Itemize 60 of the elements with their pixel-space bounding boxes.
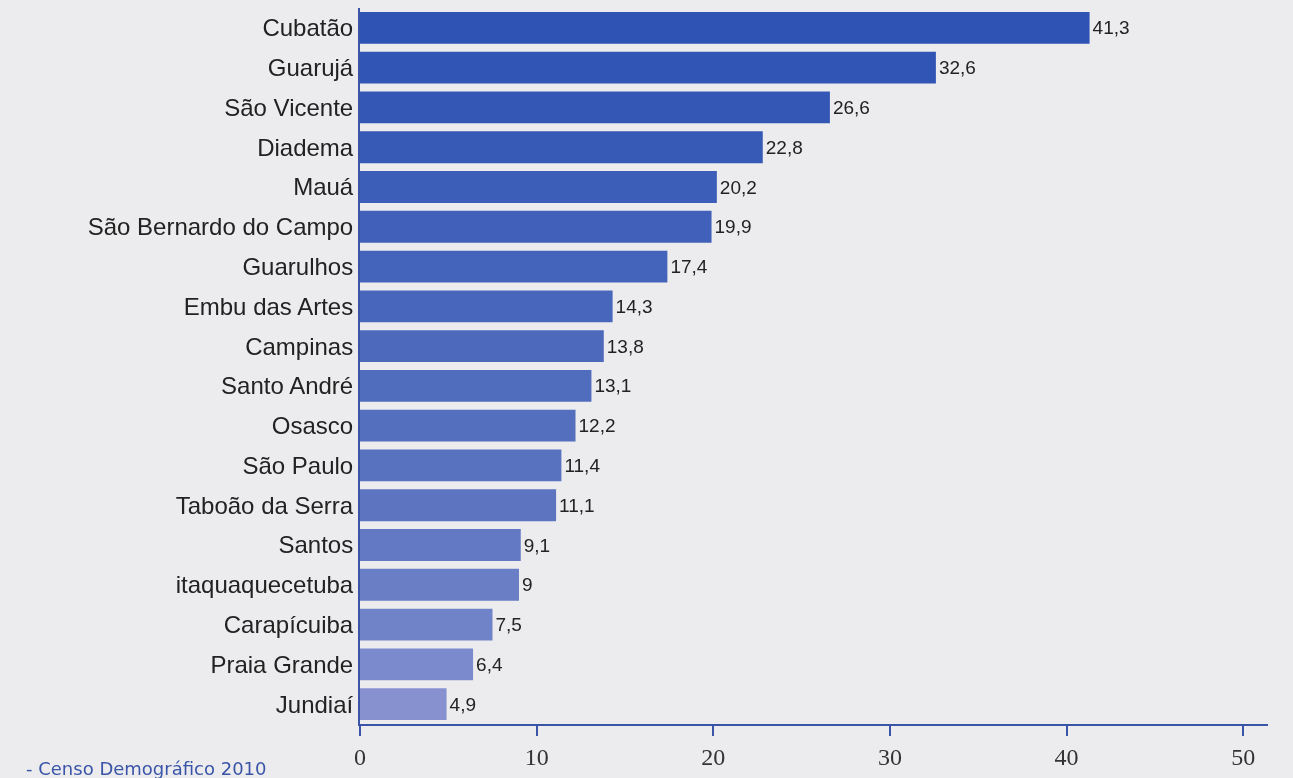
y-tick-label: Osasco: [271, 412, 354, 440]
y-tick-label: Taboão da Serra: [175, 491, 354, 519]
y-tick-label: itaquaquecetuba: [175, 571, 354, 599]
data-label: 41,3: [1092, 17, 1130, 39]
x-tick-label: 0: [354, 743, 366, 770]
data-label: 7,5: [495, 614, 522, 636]
bar: [360, 608, 493, 641]
data-label: 12,2: [578, 415, 616, 437]
data-label: 26,6: [832, 96, 870, 118]
data-label: 13,1: [594, 375, 632, 397]
bar: [360, 648, 474, 681]
data-label: 6,4: [476, 653, 503, 675]
data-label: 22,8: [765, 136, 803, 158]
bar: [360, 171, 717, 203]
y-tick-label: São Paulo: [242, 451, 354, 479]
bar: [360, 688, 447, 721]
bar: [360, 290, 613, 323]
y-tick-label: Cubatão: [262, 14, 354, 42]
data-label: 11,1: [559, 494, 595, 516]
data-label: 17,4: [670, 256, 708, 278]
y-tick-label: Embu das Artes: [183, 292, 354, 320]
y-tick-label: Praia Grande: [210, 650, 354, 678]
bar: [360, 131, 763, 164]
bar: [360, 369, 592, 402]
data-label: 19,9: [714, 216, 752, 238]
y-tick-label: Guarulhos: [242, 252, 354, 280]
data-label: 13,8: [606, 335, 644, 357]
text: - Censo Demográfico 2010: [26, 758, 267, 778]
y-tick-label: São Vicente: [224, 93, 354, 121]
bar: [360, 250, 668, 283]
y-tick-label: Mauá: [293, 173, 354, 201]
y-tick-label: Campinas: [245, 332, 354, 360]
y-tick-label: Jundiaí: [275, 690, 354, 718]
x-tick-label: 50: [1231, 743, 1256, 770]
data-label: 11,4: [564, 454, 601, 476]
y-tick-label: Santo André: [221, 372, 354, 400]
bar: [360, 210, 712, 243]
bar: [360, 51, 936, 84]
data-label: 20,2: [719, 176, 757, 198]
bar: [360, 91, 830, 124]
x-tick-label: 20: [701, 743, 726, 770]
data-label: 9: [521, 574, 533, 596]
x-tick-label: 10: [524, 743, 549, 770]
bar: [360, 449, 562, 482]
bar: [360, 330, 604, 363]
y-tick-label: Santos: [278, 531, 354, 559]
x-tick-label: 30: [877, 743, 902, 770]
bar: [360, 529, 521, 561]
y-tick-label: São Bernardo do Campo: [87, 213, 354, 241]
bar: [360, 489, 557, 522]
data-label: 4,9: [449, 693, 476, 715]
data-label: 32,6: [938, 57, 976, 79]
y-tick-label: Carapícuiba: [223, 610, 354, 638]
data-label: 9,1: [523, 534, 551, 556]
bar: [360, 409, 576, 442]
x-tick-label: 40: [1054, 743, 1079, 770]
bar: [360, 568, 519, 601]
data-label: 14,3: [615, 295, 653, 317]
y-tick-label: Guarujá: [267, 54, 354, 82]
y-tick-label: Diadema: [257, 133, 354, 161]
